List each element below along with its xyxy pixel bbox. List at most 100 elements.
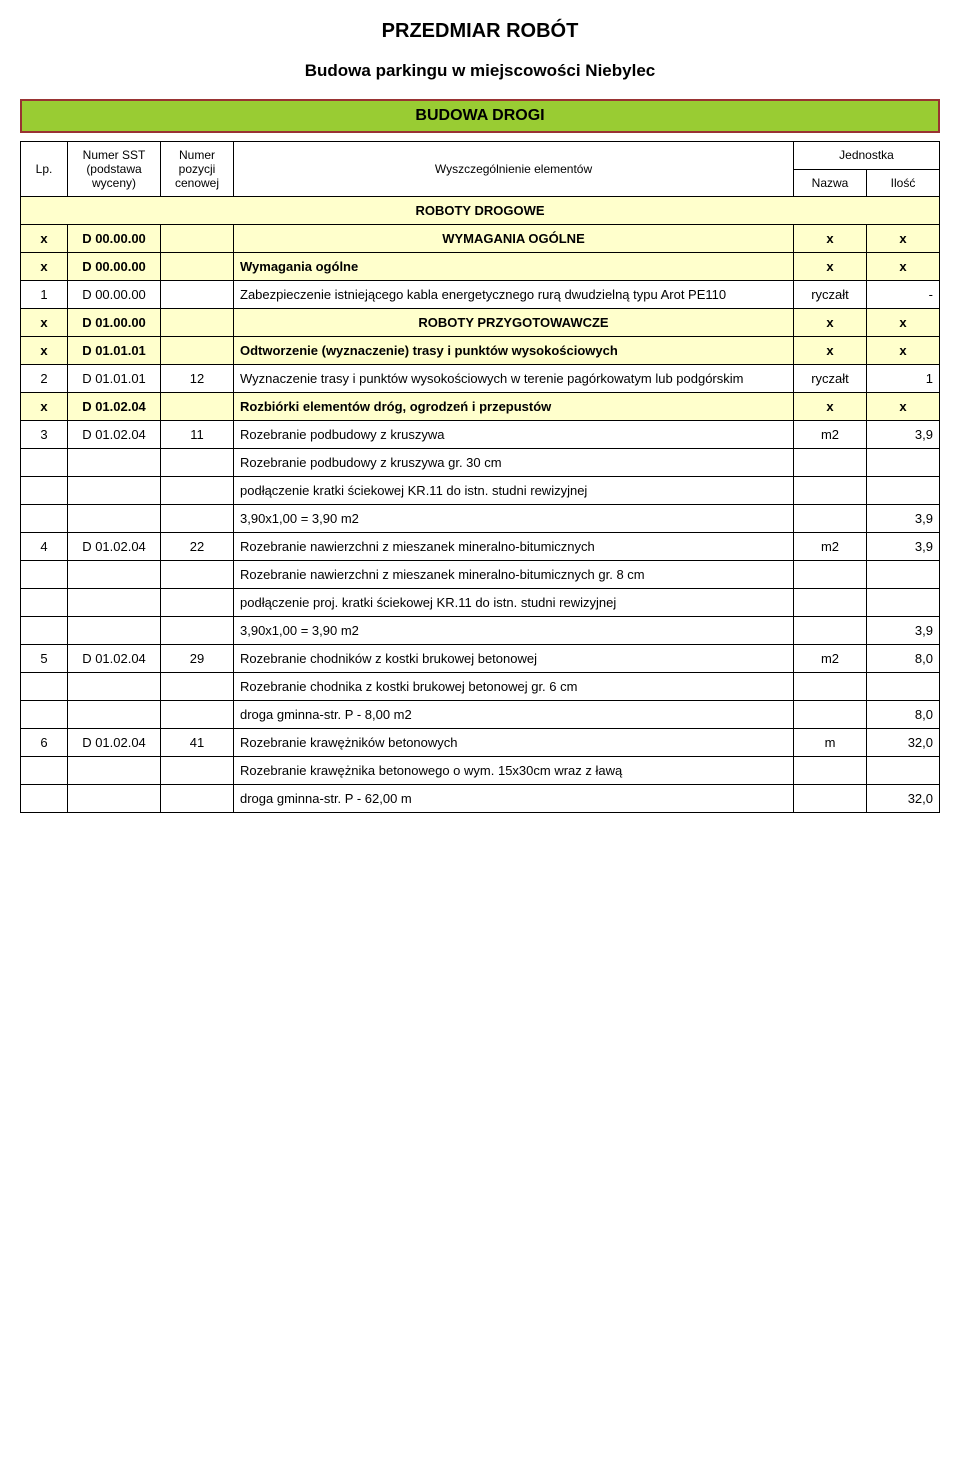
cell-lp <box>21 673 68 701</box>
cell-lp <box>21 561 68 589</box>
cell-qty: 8,0 <box>867 645 940 673</box>
cell-unit: m2 <box>794 421 867 449</box>
cell-sst <box>68 617 161 645</box>
cell-lp: 3 <box>21 421 68 449</box>
cell-unit: x <box>794 225 867 253</box>
cell-qty <box>867 561 940 589</box>
table-row: Rozebranie podbudowy z kruszywa gr. 30 c… <box>21 449 940 477</box>
cell-unit <box>794 561 867 589</box>
table-row: droga gminna-str. P - 62,00 m 32,0 <box>21 785 940 813</box>
cell-poz: 11 <box>161 421 234 449</box>
cell-qty: 3,9 <box>867 505 940 533</box>
table-row: Rozebranie nawierzchni z mieszanek miner… <box>21 561 940 589</box>
cell-sst <box>68 477 161 505</box>
cell-desc: WYMAGANIA OGÓLNE <box>234 225 794 253</box>
cell-lp: 5 <box>21 645 68 673</box>
hdr-sst: Numer SST (podstawa wyceny) <box>68 142 161 197</box>
cell-qty <box>867 673 940 701</box>
cell-unit: x <box>794 309 867 337</box>
table-row: 4D 01.02.0422Rozebranie nawierzchni z mi… <box>21 533 940 561</box>
cell-unit: m2 <box>794 533 867 561</box>
cell-lp: x <box>21 337 68 365</box>
cell-desc: Zabezpieczenie istniejącego kabla energe… <box>234 281 794 309</box>
doc-subtitle: Budowa parkingu w miejscowości Niebylec <box>20 61 940 81</box>
cell-lp: x <box>21 309 68 337</box>
cell-lp <box>21 785 68 813</box>
cell-qty: 32,0 <box>867 785 940 813</box>
cell-sst <box>68 785 161 813</box>
cell-qty: 8,0 <box>867 701 940 729</box>
cell-desc: Rozebranie krawężnika betonowego o wym. … <box>234 757 794 785</box>
cell-desc: podłączenie proj. kratki ściekowej KR.11… <box>234 589 794 617</box>
cell-lp <box>21 505 68 533</box>
cell-poz <box>161 309 234 337</box>
cell-desc: Rozebranie podbudowy z kruszywa <box>234 421 794 449</box>
cell-desc: 3,90x1,00 = 3,90 m2 <box>234 617 794 645</box>
cell-sst: D 01.00.00 <box>68 309 161 337</box>
cell-unit <box>794 757 867 785</box>
cell-sst <box>68 589 161 617</box>
table-row: 6D 01.02.0441Rozebranie krawężników beto… <box>21 729 940 757</box>
table-row: 3,90x1,00 = 3,90 m23,9 <box>21 617 940 645</box>
cell-sst: D 01.02.04 <box>68 645 161 673</box>
cell-poz <box>161 617 234 645</box>
cell-desc: Odtworzenie (wyznaczenie) trasy i punktó… <box>234 337 794 365</box>
cell-desc: Rozebranie chodnika z kostki brukowej be… <box>234 673 794 701</box>
table-row: 5D 01.02.0429Rozebranie chodników z kost… <box>21 645 940 673</box>
cell-lp: x <box>21 393 68 421</box>
table-row: xD 01.00.00ROBOTY PRZYGOTOWAWCZExx <box>21 309 940 337</box>
cell-poz: 12 <box>161 365 234 393</box>
cell-lp: 2 <box>21 365 68 393</box>
cell-qty <box>867 449 940 477</box>
cell-poz <box>161 281 234 309</box>
cell-qty: - <box>867 281 940 309</box>
cell-lp <box>21 477 68 505</box>
table-row: xD 01.02.04Rozbiórki elementów dróg, ogr… <box>21 393 940 421</box>
cell-sst <box>68 505 161 533</box>
cell-unit: ryczałt <box>794 365 867 393</box>
cell-desc: ROBOTY PRZYGOTOWAWCZE <box>234 309 794 337</box>
cell-poz <box>161 757 234 785</box>
doc-title: PRZEDMIAR ROBÓT <box>20 20 940 43</box>
cell-desc: droga gminna-str. P - 62,00 m <box>234 785 794 813</box>
cell-poz <box>161 393 234 421</box>
cell-unit <box>794 701 867 729</box>
cell-lp: x <box>21 253 68 281</box>
cell-poz <box>161 589 234 617</box>
cell-poz <box>161 477 234 505</box>
table-row: droga gminna-str. P - 8,00 m28,0 <box>21 701 940 729</box>
cell-lp <box>21 757 68 785</box>
cell-poz <box>161 785 234 813</box>
cell-desc: Rozebranie nawierzchni z mieszanek miner… <box>234 561 794 589</box>
cell-sst: D 00.00.00 <box>68 281 161 309</box>
cell-poz <box>161 253 234 281</box>
cell-unit <box>794 589 867 617</box>
table-row: Rozebranie krawężnika betonowego o wym. … <box>21 757 940 785</box>
table-row: 1D 00.00.00Zabezpieczenie istniejącego k… <box>21 281 940 309</box>
cell-unit: m <box>794 729 867 757</box>
cell-sst: D 00.00.00 <box>68 253 161 281</box>
hdr-lp: Lp. <box>21 142 68 197</box>
cell-desc: Wymagania ogólne <box>234 253 794 281</box>
cell-qty: 3,9 <box>867 533 940 561</box>
section-bar: BUDOWA DROGI <box>20 99 940 133</box>
header-row-1: Lp. Numer SST (podstawa wyceny) Numer po… <box>21 142 940 170</box>
cell-lp: x <box>21 225 68 253</box>
cell-desc: podłączenie kratki ściekowej KR.11 do is… <box>234 477 794 505</box>
cell-sst: D 01.02.04 <box>68 533 161 561</box>
cell-lp: 4 <box>21 533 68 561</box>
cell-poz <box>161 701 234 729</box>
cell-sst: D 01.02.04 <box>68 729 161 757</box>
cell-lp <box>21 449 68 477</box>
hdr-desc: Wyszczególnienie elementów <box>234 142 794 197</box>
cell-unit <box>794 673 867 701</box>
cell-lp <box>21 701 68 729</box>
section-mid: ROBOTY DROGOWE <box>21 197 940 225</box>
hdr-jednostka: Jednostka <box>794 142 940 170</box>
cell-qty: x <box>867 393 940 421</box>
cell-desc: Rozbiórki elementów dróg, ogrodzeń i prz… <box>234 393 794 421</box>
cell-qty: x <box>867 253 940 281</box>
cell-qty <box>867 589 940 617</box>
cell-unit: m2 <box>794 645 867 673</box>
cell-poz <box>161 449 234 477</box>
